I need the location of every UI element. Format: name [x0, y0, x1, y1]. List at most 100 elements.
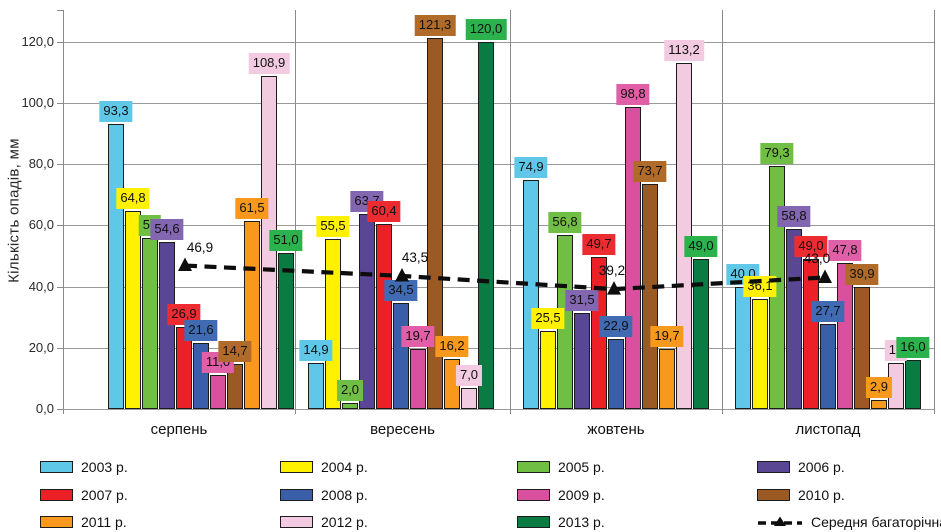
legend-item: 2007 р.	[40, 487, 128, 503]
x-axis-tick	[934, 409, 935, 414]
bar-value-label: 16,2	[435, 336, 469, 358]
legend-average-line-sample	[758, 516, 802, 526]
category-separator	[295, 10, 296, 409]
average-line-marker	[178, 257, 192, 272]
legend-swatch	[517, 516, 550, 528]
y-tick-label: 60,0	[28, 217, 54, 233]
legend-label: 2009 р.	[558, 487, 605, 503]
bar	[523, 179, 539, 409]
x-axis-tick	[295, 409, 296, 414]
bar-value-label: 39,9	[845, 263, 879, 285]
bar-value-label: 93,3	[99, 100, 133, 122]
legend-item: 2010 р.	[757, 487, 845, 503]
bar	[608, 338, 624, 409]
legend-item: Середня багаторічна	[757, 514, 941, 530]
y-axis-tick	[57, 41, 63, 43]
legend-label: 2003 р.	[81, 459, 128, 475]
bar	[278, 253, 294, 409]
bar-value-label: 21,6	[184, 319, 218, 341]
legend-swatch	[40, 516, 73, 528]
bar-value-label: 55,5	[316, 216, 350, 238]
bar-value-label: 14,7	[218, 341, 252, 362]
bar	[244, 220, 260, 409]
y-axis-tick	[57, 286, 63, 288]
legend-swatch	[517, 461, 550, 473]
bar-value-label: 26,9	[167, 303, 201, 325]
x-axis-line	[63, 409, 934, 410]
bar	[227, 364, 243, 409]
gridline	[63, 164, 934, 166]
y-axis-title: Кількість опадів, мм	[5, 138, 23, 283]
bar-value-label: 98,8	[616, 83, 650, 105]
bar-value-label: 34,5	[384, 280, 418, 302]
legend-swatch	[517, 489, 550, 501]
bar	[752, 298, 768, 409]
bar-value-label: 54,6	[150, 219, 184, 240]
bar	[159, 242, 175, 409]
bar	[642, 183, 658, 409]
legend-item: 2005 р.	[517, 459, 605, 475]
bar-value-label: 16,0	[896, 337, 930, 358]
x-category-label: листопад	[795, 421, 861, 438]
legend-label: 2013 р.	[558, 514, 605, 530]
legend-item: 2011 р.	[40, 514, 127, 530]
x-category-label: серпень	[150, 421, 208, 438]
gridline	[63, 347, 934, 349]
y-tick-label: 40,0	[28, 278, 54, 294]
y-axis-tick	[57, 103, 63, 105]
bar	[803, 259, 819, 409]
bar	[427, 38, 443, 409]
bar	[461, 387, 477, 409]
bar-value-label: 36,1	[743, 275, 777, 297]
y-tick-label: 120,0	[21, 33, 54, 49]
x-axis-tick	[510, 409, 511, 414]
legend-item: 2004 р.	[280, 459, 368, 475]
bar-value-label: 49,7	[582, 233, 616, 255]
bar	[410, 348, 426, 409]
y-axis-tick	[57, 225, 63, 227]
y-tick-label: 0,0	[35, 401, 54, 416]
bar-value-label: 25,5	[531, 308, 565, 329]
legend-item: 2006 р.	[757, 459, 845, 475]
legend-item: 2003 р.	[40, 459, 128, 475]
legend-label: 2008 р.	[321, 487, 368, 503]
y-axis-tick	[57, 347, 63, 349]
bar	[659, 348, 675, 409]
legend-swatch	[40, 489, 73, 501]
bar-value-label: 2,9	[865, 377, 893, 399]
bar	[478, 41, 494, 409]
legend-label: 2004 р.	[321, 459, 368, 475]
legend-label: 2011 р.	[81, 514, 127, 530]
bar	[108, 123, 124, 409]
legend-label: 2006 р.	[798, 459, 845, 475]
bar-value-label: 113,2	[664, 39, 704, 61]
y-axis-tick	[57, 409, 63, 410]
bar	[142, 237, 158, 409]
y-tick-label: 100,0	[21, 95, 54, 111]
legend-swatch	[40, 461, 73, 473]
bar	[210, 375, 226, 409]
bar	[393, 303, 409, 409]
bar-value-label: 121,3	[414, 15, 456, 36]
bar	[308, 363, 324, 409]
bar-value-label: 120,0	[465, 18, 507, 40]
x-category-label: жовтень	[587, 421, 645, 438]
bar	[359, 214, 375, 409]
bar-value-label: 19,7	[401, 325, 435, 347]
legend-label: 2012 р.	[321, 514, 368, 530]
x-axis-tick	[63, 409, 64, 414]
bar-value-label: 14,9	[299, 340, 333, 362]
legend-label: 2007 р.	[81, 487, 128, 503]
bar	[871, 400, 887, 409]
legend-label: 2005 р.	[558, 459, 605, 475]
category-separator	[722, 10, 723, 409]
bar	[820, 324, 836, 409]
legend-item: 2008 р.	[280, 487, 368, 503]
average-line-marker	[607, 281, 621, 295]
legend-item: 2009 р.	[517, 487, 605, 503]
bar	[376, 224, 392, 409]
x-axis-tick	[722, 409, 723, 414]
average-point-label: 46,9	[186, 239, 214, 255]
average-line-marker	[395, 267, 409, 282]
